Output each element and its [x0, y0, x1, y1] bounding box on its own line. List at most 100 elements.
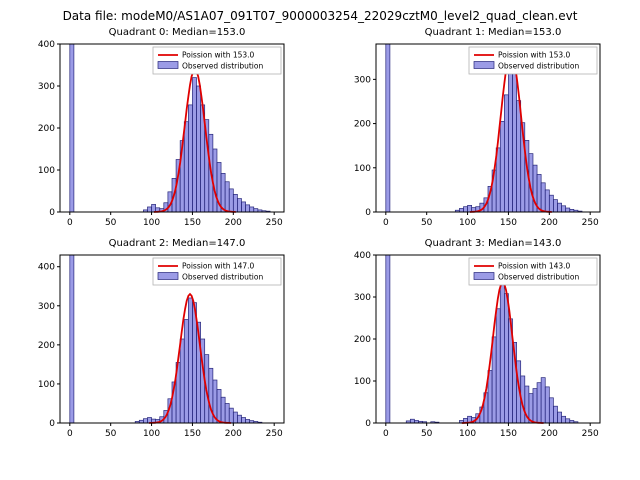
hist-bar [548, 397, 554, 424]
x-tick-label: 200 [225, 218, 242, 228]
y-tick-label: 100 [38, 166, 55, 176]
x-tick-label: 50 [105, 218, 117, 228]
axes-frame [59, 254, 285, 424]
legend-bar-sample [157, 61, 179, 69]
hist-bar [409, 418, 415, 424]
x-tick-label: 100 [459, 429, 476, 439]
hist-bar [232, 411, 238, 424]
y-tick-label: 0 [365, 208, 371, 218]
subplot-quadrant-1: Quadrant 1: Median=153.0 0 50 100 150 200 250… [328, 27, 628, 236]
legend-label-poisson: Poission with 143.0 [498, 262, 571, 271]
hist-bar [499, 121, 505, 213]
hist-bar [463, 206, 468, 213]
subplot-title-quadrant-1: Quadrant 1: Median=153.0 [424, 27, 562, 38]
y-tick-label: 300 [354, 293, 371, 303]
hist-bar [183, 319, 189, 424]
hist-bar [224, 181, 230, 213]
hist-bar [553, 405, 558, 424]
legend-box [152, 46, 282, 75]
legend-bar-sample [473, 272, 495, 280]
subplot-title-quadrant-0: Quadrant 0: Median=153.0 [108, 27, 246, 38]
poisson-curve [149, 292, 231, 424]
hist-bar [192, 77, 197, 213]
hist-bar [561, 205, 567, 213]
hist-bar [241, 201, 246, 213]
hist-bar [196, 85, 201, 213]
hist-bar [188, 104, 193, 213]
legend-box [468, 257, 598, 286]
hist-bar [220, 396, 226, 424]
y-tick-label: 400 [38, 40, 55, 50]
x-tick-label: 0 [67, 429, 73, 439]
hist-bar [212, 148, 218, 213]
legend-label-poisson: Poission with 147.0 [182, 262, 255, 271]
hist-bar [220, 173, 226, 213]
hist-bar [237, 198, 242, 213]
hist-bar [504, 94, 509, 213]
hist-bar [179, 338, 185, 424]
hist-bar [544, 189, 550, 213]
legend-label-observed: Observed distribution [182, 273, 263, 282]
y-tick-label: 0 [49, 419, 55, 429]
subplot-title-quadrant-3: Quadrant 3: Median=143.0 [424, 238, 562, 249]
hist-bar [536, 382, 542, 424]
x-tick-label: 150 [184, 218, 201, 228]
x-tick-label: 250 [582, 218, 599, 228]
hist-bar [232, 194, 238, 213]
plot-canvas-quadrant-1: 0 50 100 150 200 250 0 100 200 300 Poission with 1… [354, 43, 601, 228]
hist-bar [459, 208, 464, 213]
x-tick-label: 150 [500, 218, 517, 228]
hist-bar [228, 188, 234, 213]
hist-bar [557, 202, 562, 213]
hist-bar [253, 208, 259, 213]
hist-bar [467, 205, 472, 213]
hist-bar [224, 403, 230, 424]
x-tick-label: 50 [421, 429, 433, 439]
figure-title: Data file: modeM0/AS1A07_091T07_90000032… [62, 9, 578, 23]
y-tick-label: 0 [365, 419, 371, 429]
hist-bar [249, 206, 255, 213]
x-tick-label: 200 [225, 429, 242, 439]
x-tick-label: 50 [105, 429, 117, 439]
hist-bar [241, 417, 246, 424]
y-tick-label: 200 [354, 120, 371, 130]
hist-bar [508, 52, 513, 213]
x-tick-label: 0 [383, 429, 389, 439]
y-tick-label: 100 [354, 164, 371, 174]
x-tick-label: 250 [266, 218, 283, 228]
hist-bar [151, 204, 156, 213]
x-tick-label: 100 [143, 429, 160, 439]
x-tick-label: 250 [266, 429, 283, 439]
legend-label-poisson: Poission with 153.0 [498, 51, 571, 60]
hist-bar [147, 206, 152, 213]
y-tick-label: 300 [38, 302, 55, 312]
hist-bar [504, 293, 509, 424]
legend-label-observed: Observed distribution [498, 273, 579, 282]
plot-canvas-quadrant-2: 0 50 100 150 200 250 0 100 200 300 400 Poission wit… [38, 254, 285, 439]
y-tick-label: 0 [49, 208, 55, 218]
y-tick-label: 100 [38, 380, 55, 390]
y-tick-label: 300 [354, 75, 371, 85]
legend-bar-sample [473, 61, 495, 69]
hist-bar [385, 254, 391, 424]
y-tick-label: 400 [354, 251, 371, 261]
y-tick-label: 200 [354, 335, 371, 345]
hist-bar [491, 336, 497, 424]
legend-bar-sample [157, 272, 179, 280]
hist-bar [540, 377, 546, 424]
subplot-quadrant-3: Quadrant 3: Median=143.0 0 50 100 150 200 250… [328, 238, 628, 447]
hist-bar [540, 182, 546, 213]
hist-bar [557, 411, 562, 424]
hist-bar [532, 388, 538, 424]
x-tick-label: 100 [459, 218, 476, 228]
hist-bar [565, 207, 571, 213]
hist-bar [237, 414, 242, 424]
subplot-quadrant-0: Quadrant 0: Median=153.0 0 50 100 150 200 250… [12, 27, 312, 236]
hist-bar [208, 367, 214, 424]
y-tick-label: 300 [38, 82, 55, 92]
hist-bar [499, 284, 505, 424]
hist-bar [183, 121, 189, 213]
y-tick-label: 400 [38, 263, 55, 273]
legend-box [468, 46, 598, 75]
